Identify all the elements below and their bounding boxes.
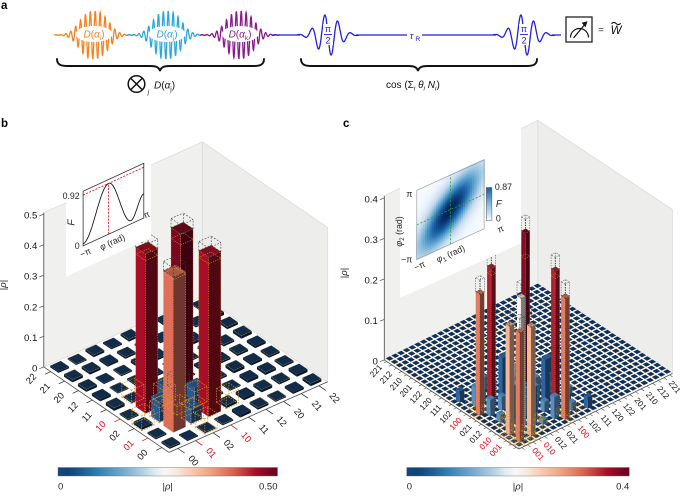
svg-text:π: π (325, 24, 331, 34)
svg-text:0.3: 0.3 (24, 272, 37, 283)
svg-text:τ: τ (410, 31, 415, 42)
svg-text:D(αk): D(αk) (229, 30, 252, 43)
svg-text:0.1: 0.1 (364, 316, 377, 327)
svg-text:F: F (66, 219, 78, 226)
svg-text:0: 0 (75, 241, 80, 251)
svg-text:a: a (1, 0, 8, 12)
svg-text:|ρ|: |ρ| (0, 280, 9, 290)
svg-text:0.4: 0.4 (364, 194, 378, 205)
svg-text:0.2: 0.2 (24, 302, 37, 313)
svg-text:0.3: 0.3 (364, 235, 377, 246)
svg-text:D(αi): D(αi) (83, 30, 104, 43)
svg-text:2: 2 (521, 36, 526, 46)
svg-text:2: 2 (325, 36, 330, 46)
svg-text:π: π (496, 223, 506, 235)
svg-text:0.50: 0.50 (259, 482, 278, 493)
svg-text:D(αj): D(αj) (156, 30, 177, 43)
svg-text:j: j (147, 89, 150, 96)
svg-text:W: W (611, 25, 623, 37)
svg-text:0.2: 0.2 (364, 275, 377, 286)
svg-text:−π: −π (412, 259, 426, 273)
svg-text:π: π (406, 189, 412, 199)
svg-text:0.4: 0.4 (24, 241, 38, 252)
svg-text:−π: −π (401, 254, 412, 264)
svg-text:|ρ|: |ρ| (513, 482, 523, 493)
svg-text:b: b (1, 118, 8, 130)
svg-text:0.1: 0.1 (24, 333, 37, 344)
svg-text:0.5: 0.5 (24, 211, 37, 222)
svg-text:c: c (343, 118, 350, 130)
svg-text:0: 0 (372, 356, 377, 367)
svg-text:=: = (598, 25, 604, 36)
svg-text:0: 0 (32, 363, 37, 374)
svg-text:D(αj): D(αj) (154, 81, 175, 94)
svg-text:cos (Σi θi Ni): cos (Σi θi Ni) (386, 80, 440, 93)
svg-text:0: 0 (407, 482, 412, 493)
svg-text:0.92: 0.92 (63, 191, 80, 201)
svg-text:R: R (415, 36, 420, 43)
svg-text:0: 0 (496, 214, 501, 224)
svg-text:F: F (496, 199, 503, 210)
svg-text:|ρ|: |ρ| (339, 268, 350, 278)
svg-text:0.4: 0.4 (616, 482, 629, 493)
svg-text:0.87: 0.87 (495, 182, 512, 192)
svg-text:|ρ|: |ρ| (163, 482, 173, 493)
svg-text:0: 0 (58, 482, 63, 493)
svg-text:π: π (521, 24, 527, 34)
svg-text:−π: −π (78, 246, 92, 260)
svg-text:π: π (142, 209, 152, 221)
